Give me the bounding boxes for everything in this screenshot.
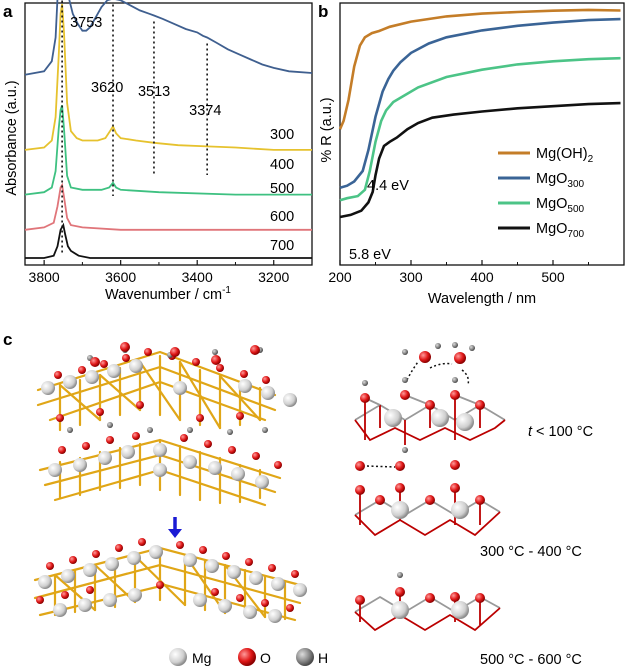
series-label-700: 700 [270,238,294,254]
chart-b-y-axis-label: % R (a.u.) [319,97,335,162]
condition-label-mid: 300 °C - 400 °C [480,544,582,560]
series-label-300: 300 [270,127,294,143]
layered-structure-bottom [33,538,307,623]
annotation-0: 4.4 eV [367,178,409,194]
panel-label-b: b [318,2,328,21]
chart-a: 3800 3600 3400 3200 3753 3620 3513 3374 300 400… [4,0,313,303]
series-line-400 [24,4,312,151]
chart-b-x-axis-label: Wavelength / nm [428,291,536,307]
o-atom-icon [238,648,256,666]
series-label-500: 500 [270,181,294,197]
series-line-0 [338,8,621,130]
chart-a-frame [24,2,313,266]
x-tick-label: 200 [328,269,352,285]
series-line-3 [339,101,621,219]
series-line-1 [339,17,621,189]
chart-a-peak-lines [61,0,208,255]
chart-b-legend: Mg(OH)2 MgO300 MgO500 MgO700 [498,146,594,240]
series-line-2 [339,56,621,202]
panel-label-a: a [3,2,13,21]
chart-b-series [338,8,621,219]
legend-entry-3: MgO700 [536,221,585,240]
x-tick-label: 3200 [258,269,289,285]
x-tick-label: 3800 [29,269,60,285]
legend-h-label: H [318,650,328,666]
peak-label-3513: 3513 [138,84,170,100]
chart-a-x-ticks: 3800 3600 3400 3200 [29,260,290,285]
surface-model-mid-temp [354,447,501,537]
chart-a-peak-labels: 3753 3620 3513 3374 [70,15,221,119]
chart-b-frame [339,2,625,266]
x-tick-label: 500 [541,269,565,285]
surface-model-high-temp [354,572,501,632]
x-tick-label: 3600 [105,269,136,285]
condition-label-high: 500 °C - 600 °C [480,652,582,668]
chart-b-x-ticks: 200 300 400 500 [328,260,589,285]
series-line-500 [24,105,312,196]
chart-b: 200 300 400 500 4.4 eV5.8 eV Mg(OH)2MgO300M… [319,2,625,307]
series-line-700 [25,222,312,259]
x-tick-label: 400 [470,269,494,285]
series-line-300 [24,0,313,76]
legend-entry-0: Mg(OH)2 [536,146,594,165]
layered-structure-top [36,342,297,507]
surface-model-low-temp [354,342,506,445]
x-tick-label: 3400 [182,269,213,285]
atom-legend: Mg O H [169,648,328,666]
transition-arrow-icon [168,517,182,538]
series-line-600 [24,182,312,231]
structure-illustration: t < 100 °C 300 °C - 400 °C 500 °C - 600 … [33,342,593,668]
condition-label-low: t < 100 °C [528,424,593,440]
x-tick-label: 300 [399,269,423,285]
annotation-1: 5.8 eV [349,247,391,263]
h-atom-icon [296,648,314,666]
peak-label-3753: 3753 [70,15,102,31]
legend-mg-label: Mg [192,650,211,666]
legend-entry-1: MgO300 [536,171,585,190]
peak-label-3374: 3374 [189,103,221,119]
legend-entry-2: MgO500 [536,196,585,215]
legend-o-label: O [260,650,271,666]
chart-a-series-labels: 300 400 500 600 700 [270,127,294,254]
chart-b-annotations: 4.4 eV 5.8 eV [349,178,409,263]
peak-label-3620: 3620 [91,80,123,96]
panel-label-c: c [3,330,12,349]
series-label-600: 600 [270,209,294,225]
chart-a-series [24,0,313,259]
chart-a-x-axis-label: Wavenumber / cm-1 [105,285,231,303]
chart-a-y-axis-label: Absorbance (a.u.) [4,80,20,195]
mg-atom-icon [169,648,187,666]
series-label-400: 400 [270,157,294,173]
